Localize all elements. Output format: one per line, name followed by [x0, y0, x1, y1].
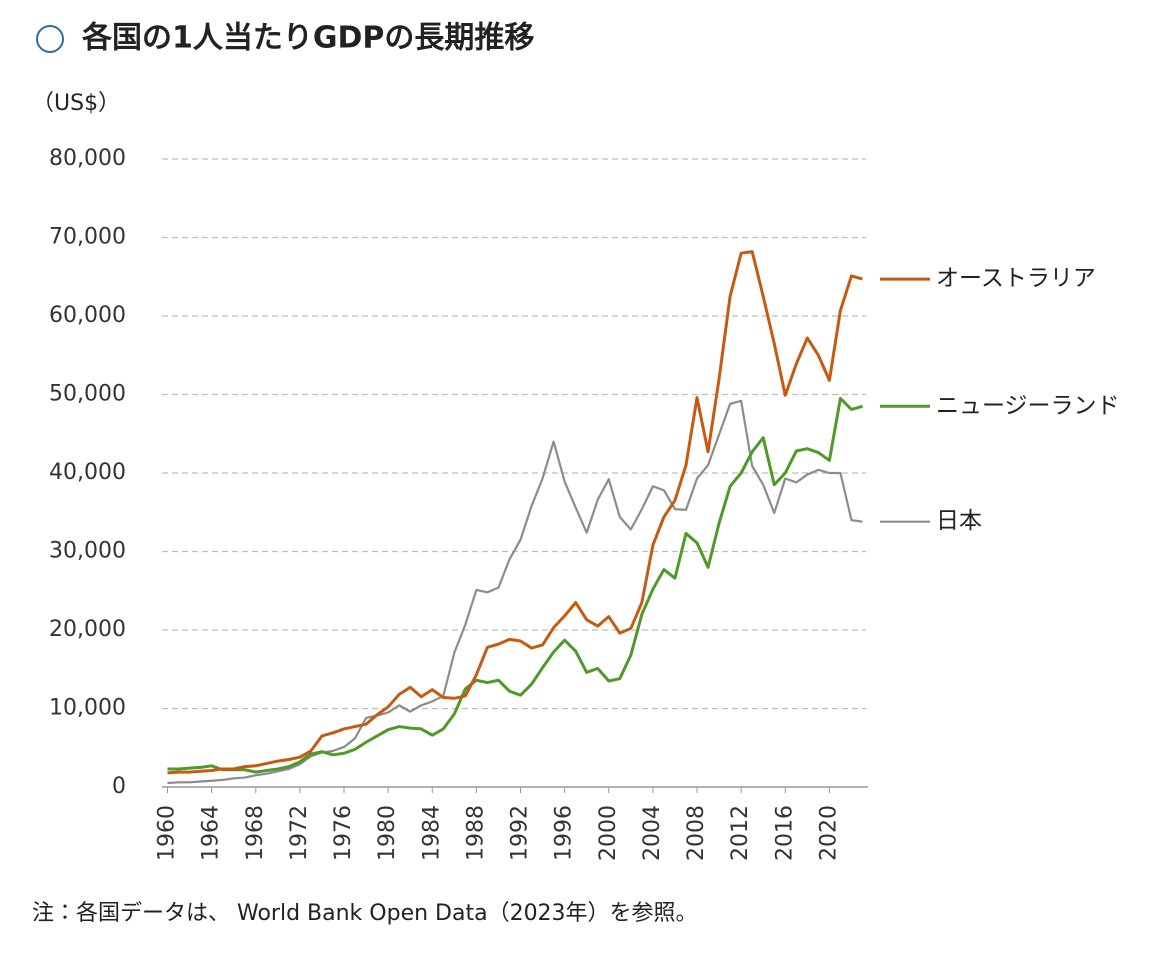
y-tick-label: 30,000 [49, 539, 126, 564]
legend-label: オーストラリア [936, 266, 1096, 292]
legend-label: ニュージーランド [936, 393, 1120, 419]
y-axis-label: （US$） [32, 91, 120, 116]
x-tick-label: 1968 [243, 805, 268, 861]
series-line [167, 399, 863, 785]
x-tick-label: 1996 [552, 805, 577, 861]
series-line [167, 250, 863, 775]
x-tick-label: 2008 [684, 805, 709, 861]
x-tick-label: 2016 [772, 805, 797, 861]
x-tick-label: 2000 [596, 805, 621, 861]
x-tick-label: 2012 [728, 805, 753, 861]
y-tick-label: 10,000 [49, 696, 126, 721]
y-tick-label: 40,000 [49, 460, 126, 485]
legend-label: 日本 [936, 508, 982, 534]
y-tick-label: 80,000 [49, 146, 126, 171]
x-tick-label: 2020 [816, 805, 841, 861]
y-tick-label: 0 [112, 774, 126, 799]
x-tick-label: 1980 [375, 805, 400, 861]
y-tick-label: 70,000 [49, 225, 126, 250]
x-tick-label: 1984 [419, 805, 444, 861]
title-icon [36, 25, 64, 53]
y-tick-label: 20,000 [49, 617, 126, 642]
series-line [167, 396, 863, 774]
chart-title: 各国の1人当たりGDPの長期推移 [81, 21, 534, 56]
x-tick-label: 1960 [155, 805, 180, 861]
x-tick-label: 1992 [508, 805, 533, 861]
x-tick-label: 1988 [463, 805, 488, 861]
x-tick-label: 1964 [199, 805, 224, 861]
x-tick-label: 1976 [331, 805, 356, 861]
note: 注：各国データは、 World Bank Open Data（2023年）を参照… [32, 901, 698, 926]
x-tick-label: 2004 [640, 805, 665, 861]
y-tick-label: 60,000 [49, 303, 126, 328]
y-tick-label: 50,000 [49, 382, 126, 407]
x-tick-label: 1972 [287, 805, 312, 861]
